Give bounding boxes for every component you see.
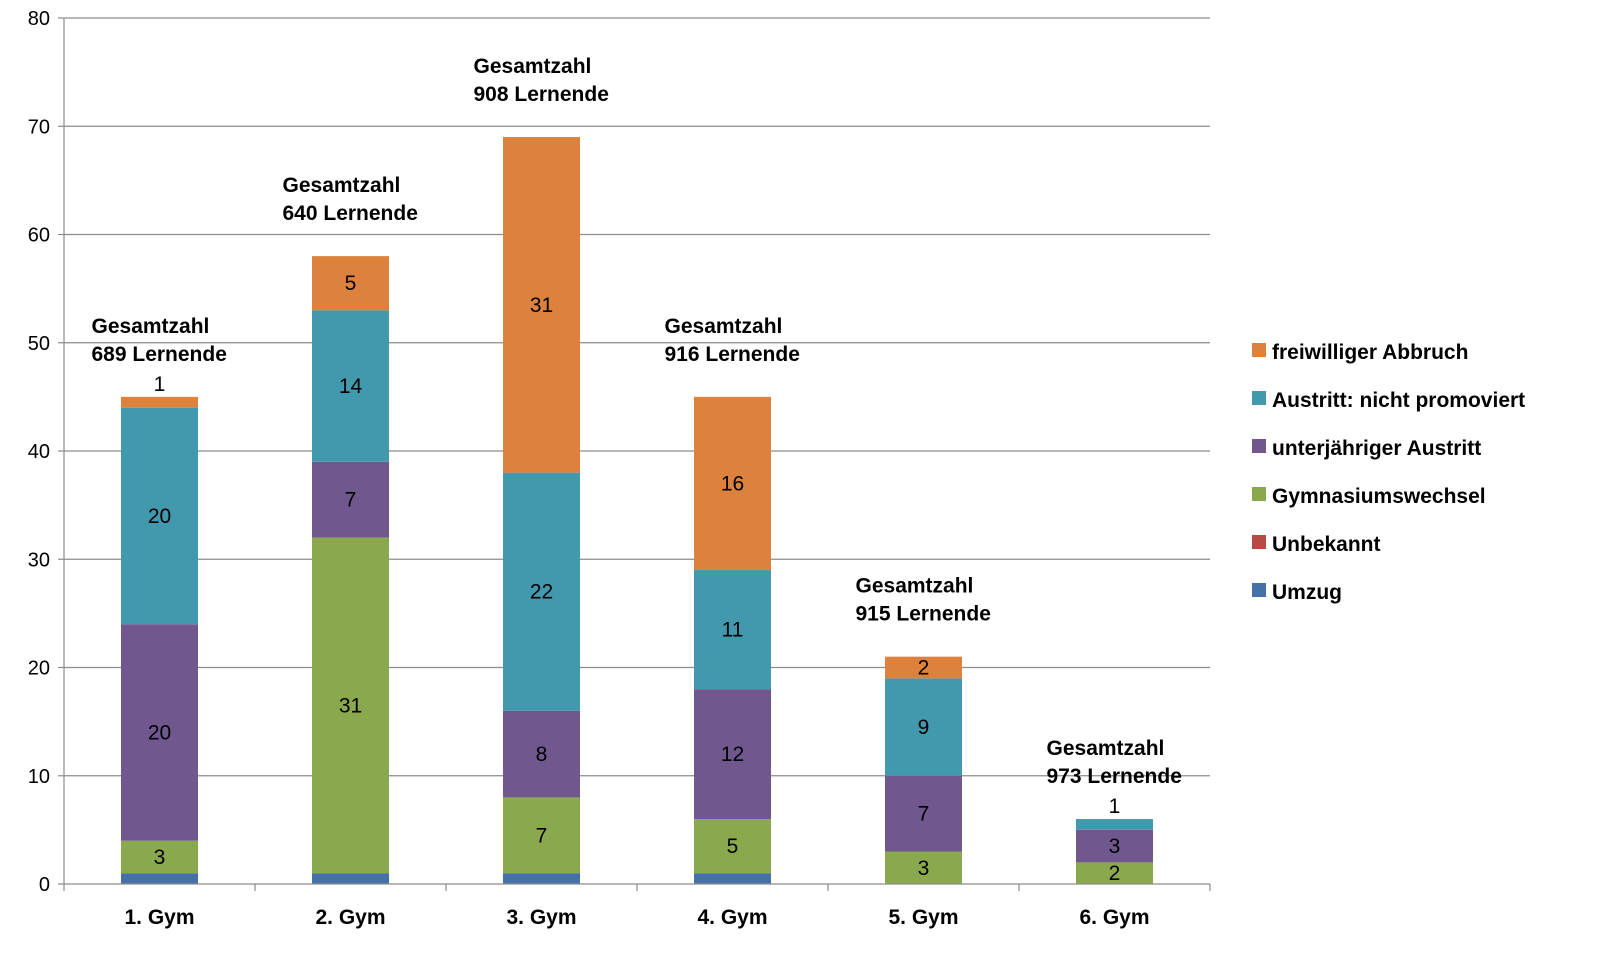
legend-swatch	[1252, 487, 1266, 501]
data-label: 1	[154, 373, 166, 396]
bar-segment	[503, 137, 580, 473]
y-tick-label: 80	[28, 8, 50, 30]
total-title-label: Gesamtzahl	[474, 55, 592, 78]
legend-swatch	[1252, 535, 1266, 549]
y-tick-label: 30	[28, 549, 50, 571]
bars: 132020113171451782231151211163792231	[121, 137, 1153, 885]
y-tick-label: 0	[39, 874, 50, 896]
total-annotations: Gesamtzahl 689 Lernende Gesamtzahl 640 Lern…	[92, 55, 1182, 788]
legend-swatch	[1252, 439, 1266, 453]
data-label: 9	[918, 716, 930, 739]
y-tick-label: 10	[28, 766, 50, 788]
data-label: 5	[345, 272, 357, 295]
data-label: 7	[918, 803, 930, 826]
legend-label: freiwilliger Abbruch	[1272, 341, 1468, 364]
total-title-label: Gesamtzahl	[92, 315, 210, 338]
x-category-label: 4. Gym	[697, 906, 767, 929]
data-label: 14	[339, 375, 363, 398]
legend-swatch	[1252, 391, 1266, 405]
bar-segment	[503, 797, 580, 874]
data-label: 22	[530, 581, 553, 604]
data-label: 20	[148, 505, 171, 528]
data-label: 3	[918, 857, 930, 880]
bar-segment	[312, 310, 389, 462]
legend-label: Austritt: nicht promoviert	[1272, 389, 1525, 412]
bar-segment	[885, 775, 962, 852]
bar-segment	[121, 840, 198, 874]
y-tick-label: 70	[28, 116, 50, 138]
bar-segment	[1076, 819, 1153, 830]
bar-segment	[121, 873, 198, 884]
x-category-label: 1. Gym	[124, 906, 194, 929]
data-label: 8	[536, 743, 548, 766]
bar-segment	[503, 710, 580, 798]
bar-segment	[885, 678, 962, 776]
legend: freiwilliger Abbruch Austritt: nicht prom…	[1252, 341, 1525, 604]
bar-segment	[503, 873, 580, 884]
data-label: 31	[530, 294, 553, 317]
bar-segment	[694, 396, 771, 571]
data-label: 1	[1109, 795, 1121, 818]
total-title-label: Gesamtzahl	[665, 315, 783, 338]
gridlines	[64, 17, 1210, 777]
data-label: 11	[722, 619, 744, 642]
bar-segment	[1076, 862, 1153, 884]
bar-segment	[312, 873, 389, 884]
axes	[58, 17, 1211, 891]
legend-label: Gymnasiumswechsel	[1272, 485, 1486, 508]
total-count-label: 973 Lernende	[1047, 765, 1182, 788]
bar-segment	[312, 461, 389, 538]
bar-segment	[503, 472, 580, 711]
data-label: 20	[148, 721, 171, 744]
total-title-label: Gesamtzahl	[283, 174, 401, 197]
y-tick-label: 50	[28, 333, 50, 355]
total-count-label: 916 Lernende	[665, 343, 800, 366]
data-label: 7	[345, 489, 357, 512]
data-label: 31	[339, 694, 362, 717]
y-tick-label: 20	[28, 658, 50, 680]
total-count-label: 640 Lernende	[283, 202, 418, 225]
bar-segment	[694, 873, 771, 884]
legend-label: unterjähriger Austritt	[1272, 437, 1481, 460]
bar-segment	[121, 624, 198, 841]
total-title-label: Gesamtzahl	[856, 575, 974, 598]
bar-segment	[694, 819, 771, 874]
bar-segment	[312, 256, 389, 311]
data-label: 2	[918, 657, 930, 680]
bar-segment	[121, 396, 198, 408]
legend-swatch	[1252, 583, 1266, 597]
y-tick-label: 60	[28, 225, 50, 247]
x-category-label: 6. Gym	[1079, 906, 1149, 929]
y-axis-ticks: 0 10 20 30 40 50 60 70 80	[28, 8, 50, 896]
data-label: 3	[1109, 835, 1121, 858]
total-title-label: Gesamtzahl	[1047, 737, 1165, 760]
total-count-label: 915 Lernende	[856, 603, 991, 626]
x-category-label: 3. Gym	[506, 906, 576, 929]
data-label: 7	[536, 824, 548, 847]
x-category-label: 2. Gym	[315, 906, 385, 929]
bar-segment	[1076, 829, 1153, 863]
data-label: 16	[721, 472, 744, 495]
total-count-label: 908 Lernende	[474, 83, 609, 106]
bar-segment	[121, 407, 198, 625]
data-label: 5	[727, 835, 739, 858]
bar-segment	[312, 537, 389, 874]
legend-label: Umzug	[1272, 581, 1342, 604]
bar-segment	[885, 656, 962, 679]
bar-segment	[694, 570, 771, 690]
y-tick-label: 40	[28, 441, 50, 463]
x-axis-labels: 1. Gym 2. Gym 3. Gym 4. Gym 5. Gym 6. Gym	[124, 906, 1149, 929]
bar-segment	[885, 851, 962, 884]
x-category-label: 5. Gym	[888, 906, 958, 929]
data-label: 12	[721, 743, 744, 766]
total-count-label: 689 Lernende	[92, 343, 227, 366]
legend-label: Unbekannt	[1272, 533, 1381, 556]
legend-swatch	[1252, 343, 1266, 357]
bar-segment	[694, 689, 771, 820]
data-label: 3	[154, 846, 166, 869]
data-label: 2	[1109, 862, 1121, 885]
